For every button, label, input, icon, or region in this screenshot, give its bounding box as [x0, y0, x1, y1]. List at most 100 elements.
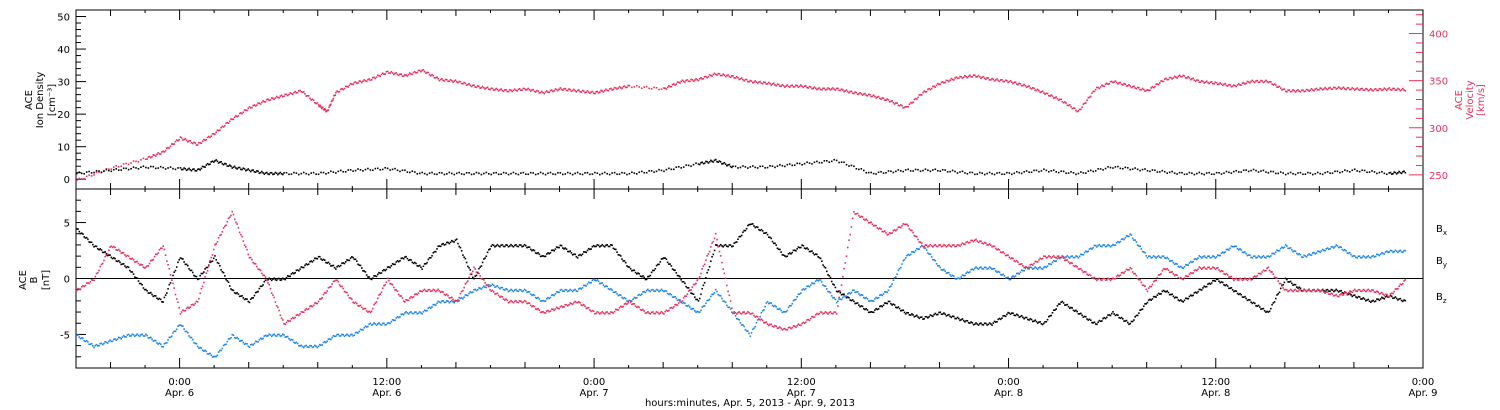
bz-point — [1072, 264, 1075, 267]
by-point — [1331, 246, 1334, 248]
bx-point — [566, 250, 569, 253]
bx-point — [1039, 321, 1041, 323]
velocity-point — [1215, 82, 1218, 84]
bz-point — [887, 233, 890, 236]
by-point — [153, 339, 156, 342]
bx-point — [696, 298, 699, 301]
bz-point — [1068, 262, 1071, 265]
by-point — [621, 296, 623, 299]
by-point — [83, 339, 86, 342]
velocity-point — [923, 90, 926, 92]
by-point — [294, 342, 296, 344]
by-point — [957, 277, 960, 279]
velocity-point — [1281, 89, 1283, 91]
density-point — [754, 166, 757, 169]
by-point — [1387, 251, 1389, 254]
density-point — [394, 167, 396, 170]
bx-point — [189, 269, 192, 272]
bx-point — [843, 293, 845, 296]
density-point — [596, 172, 599, 175]
density-point — [695, 162, 697, 164]
velocity-point — [1233, 84, 1235, 86]
bz-point — [544, 312, 547, 314]
bx-point — [647, 275, 649, 278]
by-point — [700, 309, 702, 312]
bx-point — [610, 244, 612, 246]
velocity-point — [946, 79, 949, 82]
velocity-point — [960, 75, 963, 78]
by-point — [305, 344, 308, 347]
by-point — [1089, 247, 1092, 250]
by-point — [652, 288, 654, 291]
bx-point — [1031, 320, 1034, 323]
velocity-point — [735, 75, 738, 78]
bz-point — [92, 279, 94, 282]
bz-point — [1081, 269, 1083, 272]
bz-point — [972, 240, 975, 243]
bz-point — [636, 306, 638, 309]
velocity-point — [140, 159, 142, 161]
bz-point — [1175, 274, 1177, 276]
velocity-point — [481, 85, 484, 88]
by-point — [501, 286, 504, 289]
density-point — [317, 173, 320, 176]
velocity-point — [341, 87, 343, 90]
density-point — [914, 168, 917, 171]
by-point — [954, 277, 956, 280]
by-point — [339, 335, 342, 337]
by-point — [520, 289, 522, 291]
velocity-point — [1404, 90, 1407, 92]
bx-point — [761, 230, 764, 232]
bx-point — [1225, 283, 1228, 286]
bx-point — [1283, 281, 1286, 284]
bz-point — [1064, 259, 1066, 262]
velocity-point — [1183, 75, 1186, 77]
bz-point — [626, 303, 628, 306]
velocity-point — [380, 73, 383, 76]
velocity-point — [986, 77, 988, 79]
by-point — [1081, 253, 1083, 256]
bz-point — [971, 239, 974, 242]
velocity-point — [388, 72, 390, 75]
by-point — [1283, 246, 1286, 249]
bx-point — [744, 229, 747, 232]
density-point — [211, 160, 214, 163]
density-point — [247, 168, 250, 170]
by-point — [796, 296, 798, 298]
by-point — [1400, 251, 1403, 253]
velocity-point — [902, 106, 905, 109]
by-point — [1002, 273, 1004, 276]
bz-point — [1059, 256, 1061, 259]
velocity-point — [1075, 109, 1077, 112]
velocity-point — [916, 98, 918, 100]
bx-point — [100, 249, 103, 251]
bx-point — [446, 241, 448, 244]
velocity-point — [1149, 89, 1151, 92]
by-point — [1154, 255, 1156, 258]
by-point — [468, 292, 470, 295]
velocity-point — [180, 137, 183, 139]
velocity-point — [454, 79, 457, 82]
density-point — [712, 161, 715, 163]
bx-point — [562, 247, 564, 249]
bz-point — [1024, 266, 1027, 268]
by-point — [278, 333, 280, 336]
bz-point — [739, 312, 742, 315]
density-point — [1050, 170, 1053, 172]
by-point — [592, 278, 595, 281]
velocity-point — [98, 171, 100, 173]
velocity-point — [412, 71, 415, 74]
velocity-point — [777, 83, 780, 86]
bz-point — [903, 223, 906, 226]
velocity-point — [782, 84, 785, 87]
bx-point — [151, 293, 153, 296]
bx-point — [775, 244, 778, 246]
bx-point — [705, 276, 707, 279]
density-series — [76, 158, 1407, 176]
bx-point — [109, 254, 111, 256]
density-point — [821, 161, 823, 164]
density-point — [455, 172, 458, 175]
density-point — [798, 162, 801, 165]
by-point — [776, 308, 779, 310]
